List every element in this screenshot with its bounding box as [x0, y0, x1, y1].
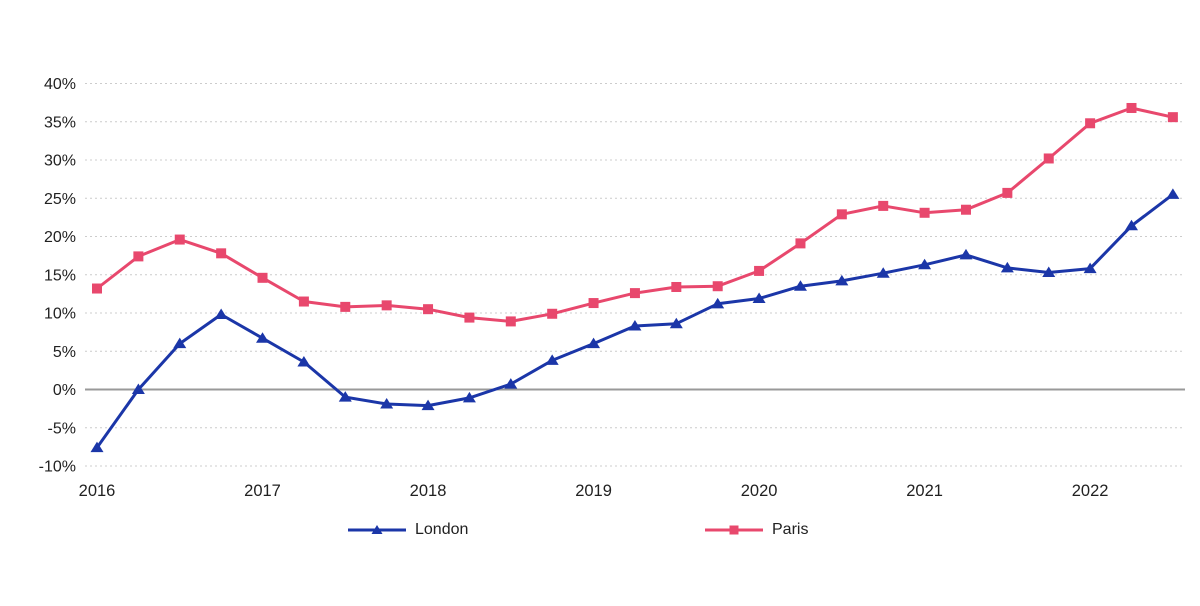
- triangle-marker: [1083, 262, 1097, 274]
- square-marker: [216, 248, 227, 259]
- triangle-marker: [628, 320, 642, 331]
- triangle-marker: [1125, 219, 1138, 231]
- triangle-marker: [1042, 266, 1056, 277]
- triangle-marker: [545, 354, 559, 365]
- legend-label-paris: Paris: [772, 521, 809, 538]
- triangle-marker: [1000, 261, 1014, 273]
- y-tick-label: 25%: [44, 191, 76, 208]
- square-marker: [1002, 187, 1013, 198]
- square-marker: [878, 200, 889, 211]
- triangle-marker: [793, 280, 807, 291]
- y-tick-label: -10%: [39, 459, 76, 476]
- triangle-marker: [876, 267, 890, 278]
- triangle-marker: [504, 378, 518, 389]
- triangle-marker: [131, 383, 145, 394]
- triangle-marker: [1166, 188, 1180, 199]
- square-marker: [174, 234, 185, 245]
- square-marker: [795, 238, 806, 249]
- square-marker: [133, 251, 144, 262]
- y-tick-label: 40%: [44, 76, 76, 93]
- triangle-marker: [918, 258, 932, 270]
- london-swatch-icon: [348, 525, 406, 534]
- square-marker: [298, 296, 309, 307]
- square-marker: [1085, 118, 1096, 129]
- square-marker: [381, 300, 392, 311]
- triangle-marker: [669, 317, 683, 329]
- triangle-marker: [173, 337, 187, 349]
- triangle-marker: [835, 274, 849, 286]
- triangle-marker: [380, 398, 394, 409]
- square-marker: [257, 272, 268, 283]
- square-marker: [340, 301, 351, 312]
- y-tick-label: 35%: [44, 114, 76, 131]
- triangle-marker: [297, 355, 311, 367]
- x-tick-label: 2016: [79, 482, 116, 500]
- triangle-marker: [214, 308, 228, 320]
- x-tick-label: 2018: [410, 482, 447, 500]
- triangle-marker: [90, 441, 104, 453]
- x-tick-label: 2021: [906, 482, 943, 500]
- triangle-marker: [711, 297, 725, 309]
- square-marker: [547, 308, 558, 319]
- paris-markers: [92, 102, 1178, 327]
- square-marker: [754, 265, 765, 276]
- y-tick-label: 15%: [44, 267, 76, 284]
- triangle-marker: [959, 248, 973, 260]
- triangle-marker: [338, 391, 352, 402]
- triangle-marker: [587, 337, 601, 349]
- legend-label-london: London: [415, 521, 469, 538]
- y-tick-label: -5%: [48, 420, 76, 437]
- chart-legend: London Paris: [0, 519, 1200, 543]
- x-axis-labels: 2016 2017 2018 2019 2020 2021 2022: [79, 482, 1109, 500]
- triangle-marker: [462, 391, 476, 403]
- square-marker: [960, 204, 971, 215]
- square-marker: [423, 304, 434, 315]
- y-tick-label: 20%: [44, 229, 76, 246]
- square-marker: [505, 316, 516, 327]
- legend-item-paris: Paris: [705, 519, 808, 541]
- square-marker: [629, 288, 640, 299]
- legend-item-london: London: [348, 519, 468, 541]
- x-tick-label: 2019: [575, 482, 612, 500]
- london-markers: [90, 188, 1180, 453]
- square-marker: [464, 312, 475, 323]
- square-marker: [671, 281, 682, 292]
- x-tick-label: 2017: [244, 482, 281, 500]
- square-marker: [92, 283, 102, 294]
- y-gridlines: [85, 83, 1185, 467]
- triangle-marker: [256, 332, 270, 343]
- triangle-marker: [421, 399, 435, 411]
- square-marker: [588, 298, 599, 309]
- square-marker: [919, 207, 930, 218]
- x-tick-label: 2020: [741, 482, 778, 500]
- y-tick-label: 5%: [53, 344, 76, 361]
- paris-swatch-icon: [705, 525, 763, 535]
- y-axis-labels: 40% 35% 30% 25% 20% 15% 10% 5% 0% -5% -10%: [39, 76, 76, 476]
- square-marker: [1126, 102, 1137, 113]
- y-tick-label: 30%: [44, 153, 76, 170]
- square-marker: [1167, 112, 1178, 123]
- square-marker: [1043, 153, 1054, 164]
- x-tick-label: 2022: [1072, 482, 1109, 500]
- square-marker: [712, 281, 723, 292]
- square-marker: [836, 209, 847, 220]
- y-tick-label: 0%: [53, 382, 76, 399]
- y-tick-label: 10%: [44, 306, 76, 323]
- triangle-marker: [752, 292, 766, 303]
